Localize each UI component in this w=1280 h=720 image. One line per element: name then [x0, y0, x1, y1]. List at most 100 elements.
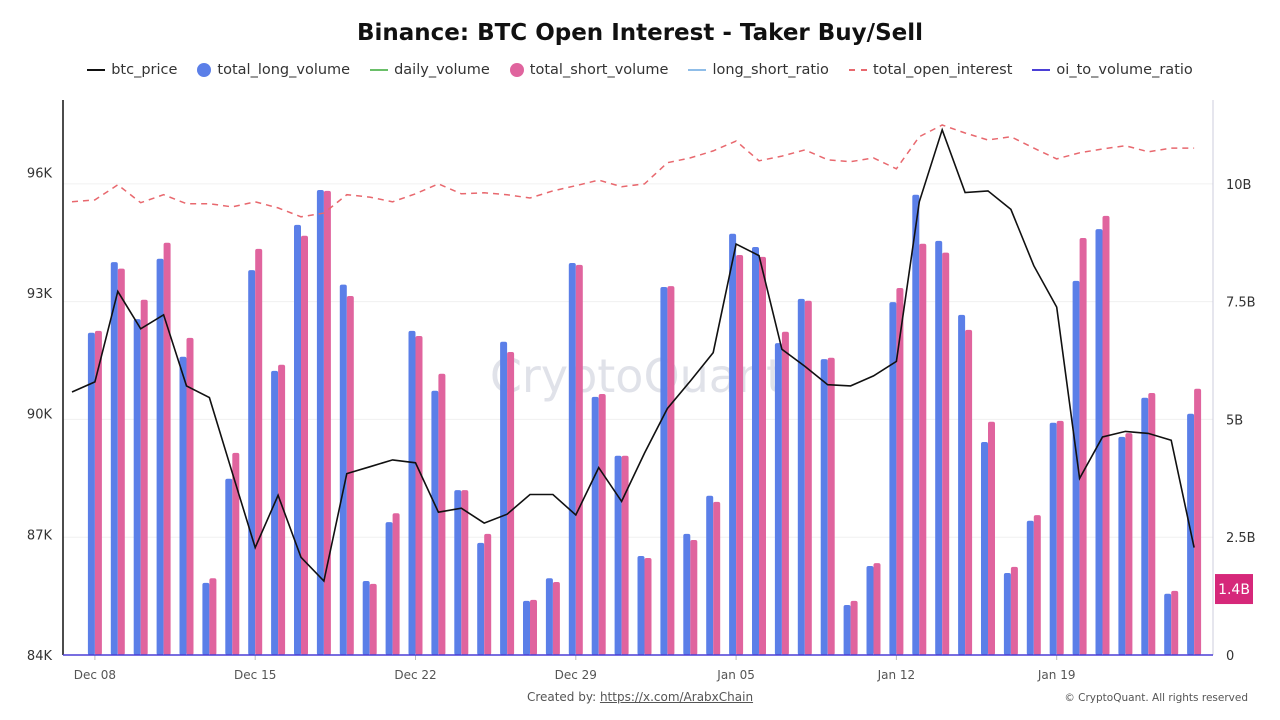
- bar-total_short_volume: [392, 513, 400, 655]
- bar-total_long_volume: [774, 343, 782, 655]
- bar-total_short_volume: [942, 252, 950, 655]
- bar-total_long_volume: [225, 478, 233, 655]
- legend-item-btc_price[interactable]: btc_price: [87, 62, 177, 78]
- legend-item-total_short_volume[interactable]: total_short_volume: [509, 62, 669, 78]
- bar-total_short_volume: [278, 364, 286, 655]
- bar-total_short_volume: [323, 190, 331, 655]
- bar-total_long_volume: [683, 533, 691, 655]
- bar-total_long_volume: [1118, 436, 1126, 655]
- bar-total_long_volume: [568, 263, 576, 655]
- bar-total_long_volume: [87, 332, 95, 655]
- legend-dash-icon: [848, 69, 867, 71]
- bar-total_long_volume: [500, 341, 508, 655]
- bar-total_short_volume: [1148, 393, 1156, 655]
- bar-total_short_volume: [232, 452, 240, 655]
- bar-total_long_volume: [156, 258, 164, 655]
- bar-total_long_volume: [591, 396, 599, 655]
- bar-total_short_volume: [621, 455, 629, 655]
- bar-total_short_volume: [598, 393, 606, 655]
- bar-total_short_volume: [1125, 433, 1133, 655]
- bar-total_long_volume: [866, 565, 874, 655]
- x-tick-label: Jan 19: [1037, 668, 1076, 682]
- bar-total_long_volume: [110, 262, 118, 655]
- bar-total_long_volume: [706, 495, 714, 655]
- bar-total_long_volume: [1003, 573, 1011, 655]
- bar-total_long_volume: [935, 240, 943, 655]
- y-left-tick-label: 87K: [27, 528, 53, 543]
- bar-total_short_volume: [117, 268, 125, 655]
- bar-total_short_volume: [301, 235, 308, 655]
- legend-item-daily_volume[interactable]: daily_volume: [370, 62, 490, 78]
- last-value-badge: [1215, 574, 1253, 605]
- bar-total_short_volume: [988, 421, 995, 655]
- bar-total_short_volume: [1079, 238, 1087, 656]
- x-tick-label: Dec 15: [234, 668, 276, 682]
- y-right-tick-label: 10B: [1226, 178, 1251, 193]
- y-right-tick-label: 0: [1226, 649, 1234, 664]
- legend-item-total_long_volume[interactable]: total_long_volume: [197, 62, 350, 78]
- bar-total_long_volume: [1049, 422, 1057, 655]
- bar-total_long_volume: [477, 542, 485, 655]
- legend-line-icon: [688, 69, 707, 71]
- bar-total_short_volume: [804, 300, 812, 655]
- bar-total_long_volume: [248, 270, 256, 655]
- bar-total_long_volume: [545, 578, 553, 655]
- bar-total_long_volume: [339, 284, 347, 655]
- legend-label: total_short_volume: [529, 62, 669, 78]
- legend-label: total_open_interest: [872, 62, 1013, 78]
- bar-total_long_volume: [1164, 593, 1172, 655]
- x-tick-label: Jan 12: [877, 668, 916, 682]
- copyright: © CryptoQuant. All rights reserved: [1064, 692, 1248, 704]
- x-tick-label: Jan 05: [716, 668, 755, 682]
- bar-total_long_volume: [729, 233, 737, 656]
- credit-link[interactable]: https://x.com/ArabxChain: [599, 690, 754, 704]
- y-right-tick-label: 5B: [1226, 413, 1243, 428]
- bar-total_long_volume: [752, 246, 759, 655]
- bar-total_short_volume: [575, 264, 583, 655]
- bar-total_short_volume: [1056, 420, 1064, 655]
- bar-total_short_volume: [438, 373, 446, 655]
- bar-total_short_volume: [461, 490, 469, 655]
- bar-total_long_volume: [637, 556, 645, 655]
- bar-total_short_volume: [94, 330, 102, 655]
- legend-item-total_open_interest[interactable]: total_open_interest: [848, 62, 1013, 78]
- x-tick-label: Dec 08: [74, 668, 116, 682]
- legend-label: daily_volume: [394, 62, 490, 78]
- bar-total_short_volume: [369, 583, 377, 655]
- bar-total_short_volume: [163, 242, 171, 655]
- bar-total_long_volume: [1072, 280, 1080, 655]
- x-tick-label: Dec 22: [394, 668, 436, 682]
- bar-total_long_volume: [1141, 397, 1149, 655]
- bar-total_short_volume: [552, 581, 560, 655]
- line-total_open_interest: [71, 124, 1195, 218]
- legend-dot-icon: [509, 63, 524, 77]
- last-value-label: 1.4B: [1218, 582, 1250, 598]
- bar-total_long_volume: [912, 194, 920, 655]
- bar-total_long_volume: [431, 390, 439, 655]
- bar-total_long_volume: [660, 287, 668, 655]
- legend-dot-icon: [197, 63, 212, 77]
- bar-total_short_volume: [690, 540, 698, 655]
- bar-total_long_volume: [889, 302, 897, 655]
- bar-total_short_volume: [140, 299, 148, 655]
- bar-total_long_volume: [408, 330, 416, 655]
- bar-total_long_volume: [316, 189, 324, 656]
- bar-total_short_volume: [736, 255, 744, 655]
- legend-item-oi_to_volume_ratio[interactable]: oi_to_volume_ratio: [1032, 62, 1193, 78]
- legend: btc_price total_long_volume daily_volume to…: [0, 62, 1280, 78]
- legend-label: long_short_ratio: [712, 62, 829, 78]
- bar-total_long_volume: [362, 581, 370, 655]
- y-right-tick-label: 2.5B: [1226, 531, 1256, 546]
- bar-total_long_volume: [179, 356, 187, 655]
- bar-total_short_volume: [1033, 515, 1041, 655]
- y-left-tick-label: 93K: [27, 287, 53, 302]
- bar-total_short_volume: [186, 337, 194, 655]
- bar-total_short_volume: [1171, 590, 1179, 655]
- bar-total_short_volume: [827, 357, 835, 655]
- legend-label: btc_price: [111, 62, 178, 78]
- legend-line-icon: [87, 69, 106, 71]
- bar-total_long_volume: [797, 298, 805, 655]
- credit-prefix: Created by:: [526, 690, 600, 704]
- bar-total_short_volume: [759, 256, 766, 655]
- legend-item-long_short_ratio[interactable]: long_short_ratio: [688, 62, 829, 78]
